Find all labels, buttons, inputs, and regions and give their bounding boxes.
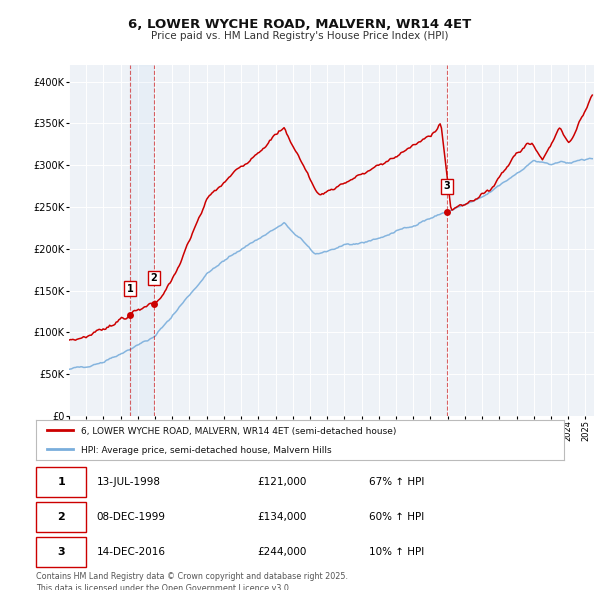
Text: £121,000: £121,000: [258, 477, 307, 487]
Text: HPI: Average price, semi-detached house, Malvern Hills: HPI: Average price, semi-detached house,…: [81, 445, 332, 455]
Text: 60% ↑ HPI: 60% ↑ HPI: [368, 512, 424, 522]
FancyBboxPatch shape: [36, 537, 86, 566]
Text: 1: 1: [57, 477, 65, 487]
Text: 2: 2: [151, 273, 157, 283]
Bar: [130, 65, 154, 416]
Text: 13-JUL-1998: 13-JUL-1998: [97, 477, 161, 487]
FancyBboxPatch shape: [36, 467, 86, 497]
Text: 3: 3: [57, 547, 65, 557]
Text: Contains HM Land Registry data © Crown copyright and database right 2025.
This d: Contains HM Land Registry data © Crown c…: [36, 572, 348, 590]
Text: £134,000: £134,000: [258, 512, 307, 522]
Text: 3: 3: [443, 181, 451, 191]
Text: 1: 1: [127, 284, 133, 294]
Text: 6, LOWER WYCHE ROAD, MALVERN, WR14 4ET (semi-detached house): 6, LOWER WYCHE ROAD, MALVERN, WR14 4ET (…: [81, 427, 396, 436]
Text: 6, LOWER WYCHE ROAD, MALVERN, WR14 4ET: 6, LOWER WYCHE ROAD, MALVERN, WR14 4ET: [128, 18, 472, 31]
Text: 2: 2: [57, 512, 65, 522]
Text: 67% ↑ HPI: 67% ↑ HPI: [368, 477, 424, 487]
Text: 10% ↑ HPI: 10% ↑ HPI: [368, 547, 424, 557]
Text: Price paid vs. HM Land Registry's House Price Index (HPI): Price paid vs. HM Land Registry's House …: [151, 31, 449, 41]
Text: 08-DEC-1999: 08-DEC-1999: [97, 512, 166, 522]
Text: 14-DEC-2016: 14-DEC-2016: [97, 547, 166, 557]
Text: £244,000: £244,000: [258, 547, 307, 557]
FancyBboxPatch shape: [36, 502, 86, 532]
